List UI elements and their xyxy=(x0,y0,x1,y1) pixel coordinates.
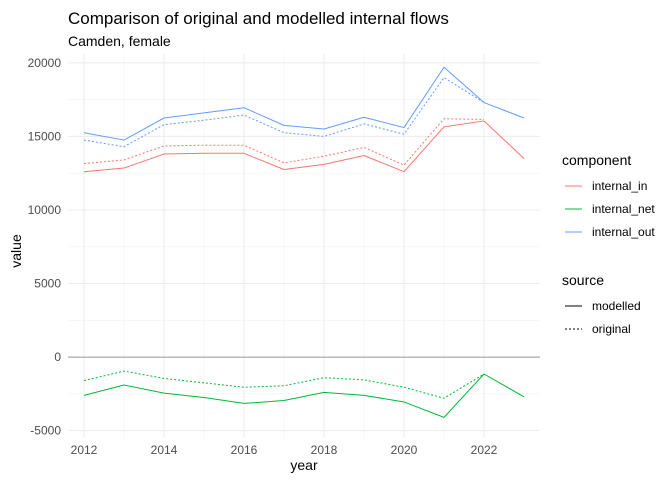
series-lines xyxy=(83,66,525,418)
y-tick-label: 15000 xyxy=(28,129,62,143)
legend-label-internal-net: internal_net xyxy=(592,202,655,216)
y-axis-ticks: -5000 0 5000 10000 15000 20000 xyxy=(28,56,62,438)
y-tick-label: 10000 xyxy=(28,203,62,217)
x-tick-label: 2016 xyxy=(231,443,258,457)
chart-title: Comparison of original and modelled inte… xyxy=(68,9,449,28)
x-tick-label: 2014 xyxy=(151,443,178,457)
x-tick-label: 2018 xyxy=(311,443,338,457)
legend-sources: modelled original xyxy=(565,299,641,336)
series-internal-in-modelled xyxy=(83,120,525,173)
x-tick-label: 2020 xyxy=(391,443,418,457)
x-axis-ticks: 2012 2014 2016 2018 2020 2022 xyxy=(71,443,498,457)
legend-component-title: component xyxy=(562,152,631,168)
series-internal-out-original xyxy=(83,77,485,148)
series-internal-net-original xyxy=(83,370,485,399)
y-tick-label: 0 xyxy=(54,350,61,364)
series-internal-net-modelled xyxy=(83,373,525,418)
y-tick-label: 5000 xyxy=(34,277,61,291)
series-internal-in-original xyxy=(83,118,485,166)
legend-label-internal-out: internal_out xyxy=(592,225,655,239)
grid xyxy=(68,54,540,438)
y-tick-label: 20000 xyxy=(28,56,62,70)
y-axis-title: value xyxy=(8,234,24,268)
chart-subtitle: Camden, female xyxy=(68,33,171,49)
legend-label-modelled: modelled xyxy=(592,299,641,313)
series-internal-out-modelled xyxy=(83,66,525,141)
y-tick-label: -5000 xyxy=(30,424,61,438)
legend-components: internal_in internal_net internal_out xyxy=(565,179,655,239)
x-axis-title: year xyxy=(290,457,318,473)
legend: component internal_ininternal_netinterna… xyxy=(562,152,655,336)
legend-label-internal-in: internal_in xyxy=(592,179,647,193)
x-tick-label: 2022 xyxy=(471,443,498,457)
x-tick-label: 2012 xyxy=(71,443,98,457)
legend-label-original: original xyxy=(592,322,631,336)
legend-source-title: source xyxy=(562,272,604,288)
